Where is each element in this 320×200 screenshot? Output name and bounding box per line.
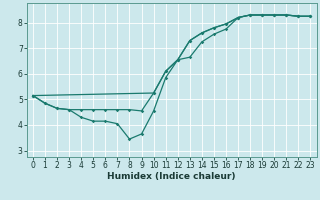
X-axis label: Humidex (Indice chaleur): Humidex (Indice chaleur) — [108, 172, 236, 181]
